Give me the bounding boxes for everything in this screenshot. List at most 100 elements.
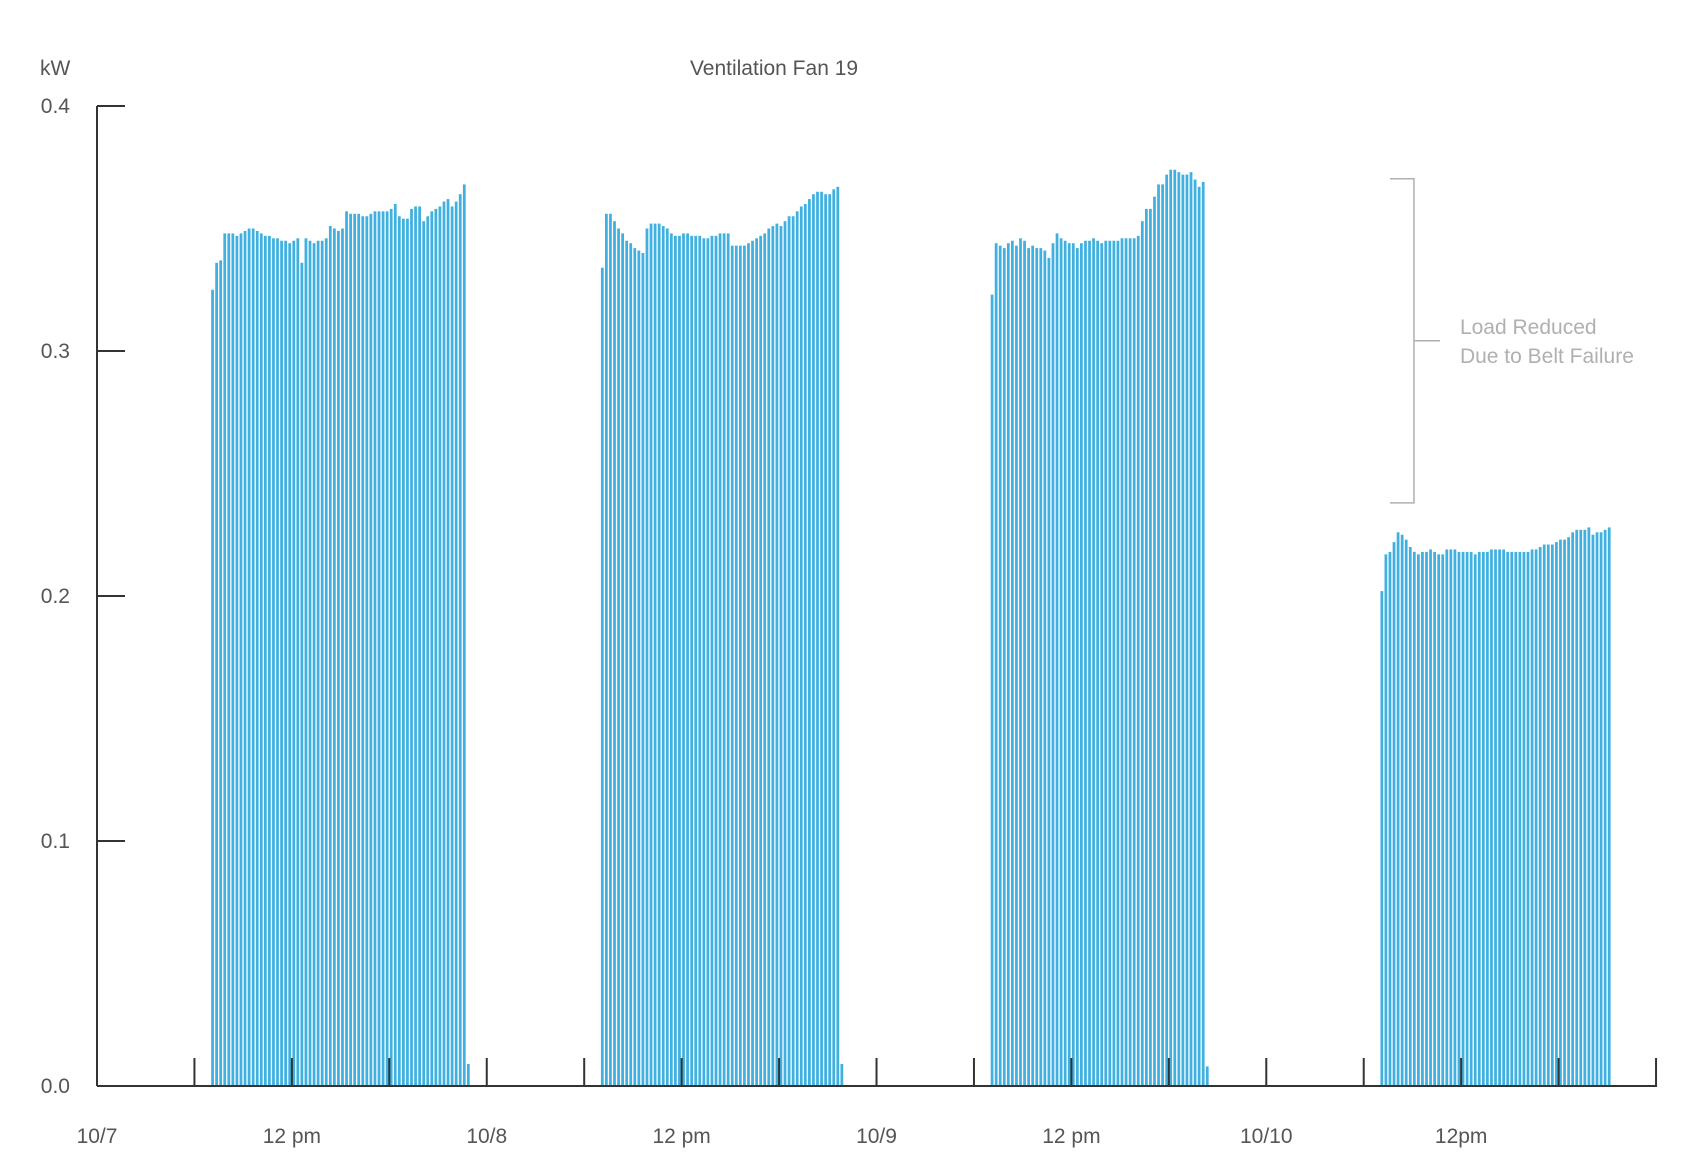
bar <box>1380 591 1384 1086</box>
bar <box>1116 240 1120 1086</box>
bar <box>280 240 283 1086</box>
bar <box>840 1063 844 1086</box>
bar <box>1205 1066 1209 1086</box>
bar <box>438 206 442 1086</box>
bar <box>410 208 413 1086</box>
bar <box>755 238 758 1087</box>
bar <box>820 191 823 1086</box>
bar <box>1559 539 1562 1086</box>
bar <box>718 233 722 1086</box>
bar <box>1071 243 1075 1086</box>
bar <box>808 199 811 1087</box>
y-tick-label: 0.2 <box>41 585 70 608</box>
bar <box>369 213 373 1087</box>
bar <box>722 233 726 1086</box>
bar <box>247 228 251 1086</box>
bar <box>223 233 227 1086</box>
bar <box>426 216 430 1086</box>
bar <box>1149 208 1152 1086</box>
bar <box>645 228 649 1086</box>
bar <box>836 186 840 1087</box>
bar <box>600 267 604 1086</box>
bar <box>1055 233 1059 1086</box>
bar <box>1185 174 1189 1087</box>
bar <box>1108 240 1112 1086</box>
bar <box>1144 208 1148 1086</box>
bar <box>759 235 763 1087</box>
bar <box>1433 551 1436 1086</box>
bar <box>1031 245 1035 1086</box>
bar <box>1023 240 1026 1086</box>
bar <box>1035 248 1039 1087</box>
bar <box>1157 184 1160 1086</box>
bar <box>304 238 308 1087</box>
x-tick-label: 10/8 <box>466 1125 507 1148</box>
bar <box>454 201 458 1087</box>
bar <box>1201 181 1205 1086</box>
bar <box>828 194 832 1086</box>
bar <box>446 199 450 1087</box>
bar <box>633 248 637 1087</box>
bar <box>219 260 223 1087</box>
bar <box>653 223 657 1087</box>
bar <box>268 235 271 1087</box>
bar <box>1587 527 1591 1086</box>
bar <box>231 233 235 1086</box>
y-tick-label: 0.0 <box>41 1075 70 1098</box>
bar <box>1453 549 1457 1086</box>
bar <box>1575 529 1579 1086</box>
bar <box>365 216 369 1086</box>
bar <box>1075 248 1079 1087</box>
y-tick-label: 0.3 <box>41 340 70 363</box>
bar <box>251 228 255 1086</box>
bar <box>641 253 645 1086</box>
bar <box>1388 551 1392 1086</box>
bar <box>824 194 827 1086</box>
bar <box>609 213 612 1087</box>
bar <box>1518 551 1522 1086</box>
x-tick-label: 10/7 <box>77 1125 118 1148</box>
bar <box>1006 243 1010 1086</box>
bar <box>669 233 673 1086</box>
bar <box>743 245 746 1086</box>
bar <box>1417 554 1420 1086</box>
bar <box>998 245 1002 1086</box>
bar <box>657 223 661 1087</box>
bar <box>816 191 819 1086</box>
bar <box>1153 196 1156 1086</box>
bar <box>393 204 397 1086</box>
bar <box>341 228 344 1086</box>
bar <box>1112 240 1116 1086</box>
bar <box>430 211 434 1087</box>
bar <box>617 228 620 1086</box>
annotation: Load Reduced Due to Belt Failure <box>1389 177 1634 504</box>
bar <box>462 184 466 1086</box>
bar <box>276 238 279 1087</box>
bar <box>1542 544 1546 1086</box>
bar <box>288 243 292 1086</box>
bar <box>714 235 718 1087</box>
bar <box>284 240 288 1086</box>
bar <box>1039 248 1043 1087</box>
bar <box>263 235 267 1087</box>
bar <box>690 235 694 1087</box>
bar <box>296 238 300 1087</box>
bar <box>1384 554 1388 1086</box>
bar <box>1486 551 1489 1086</box>
bar <box>1124 238 1128 1087</box>
bar <box>353 213 357 1087</box>
bar <box>1603 529 1607 1086</box>
x-tick-label: 10/10 <box>1240 1125 1293 1148</box>
bar <box>385 211 389 1087</box>
bar <box>414 206 417 1086</box>
bar <box>803 204 807 1086</box>
bar <box>345 211 348 1087</box>
bar <box>1063 240 1067 1086</box>
bar <box>1461 551 1465 1086</box>
bar <box>1181 174 1185 1087</box>
bar <box>259 233 263 1086</box>
bar <box>730 245 734 1086</box>
bar <box>373 211 377 1087</box>
bar <box>763 233 767 1086</box>
